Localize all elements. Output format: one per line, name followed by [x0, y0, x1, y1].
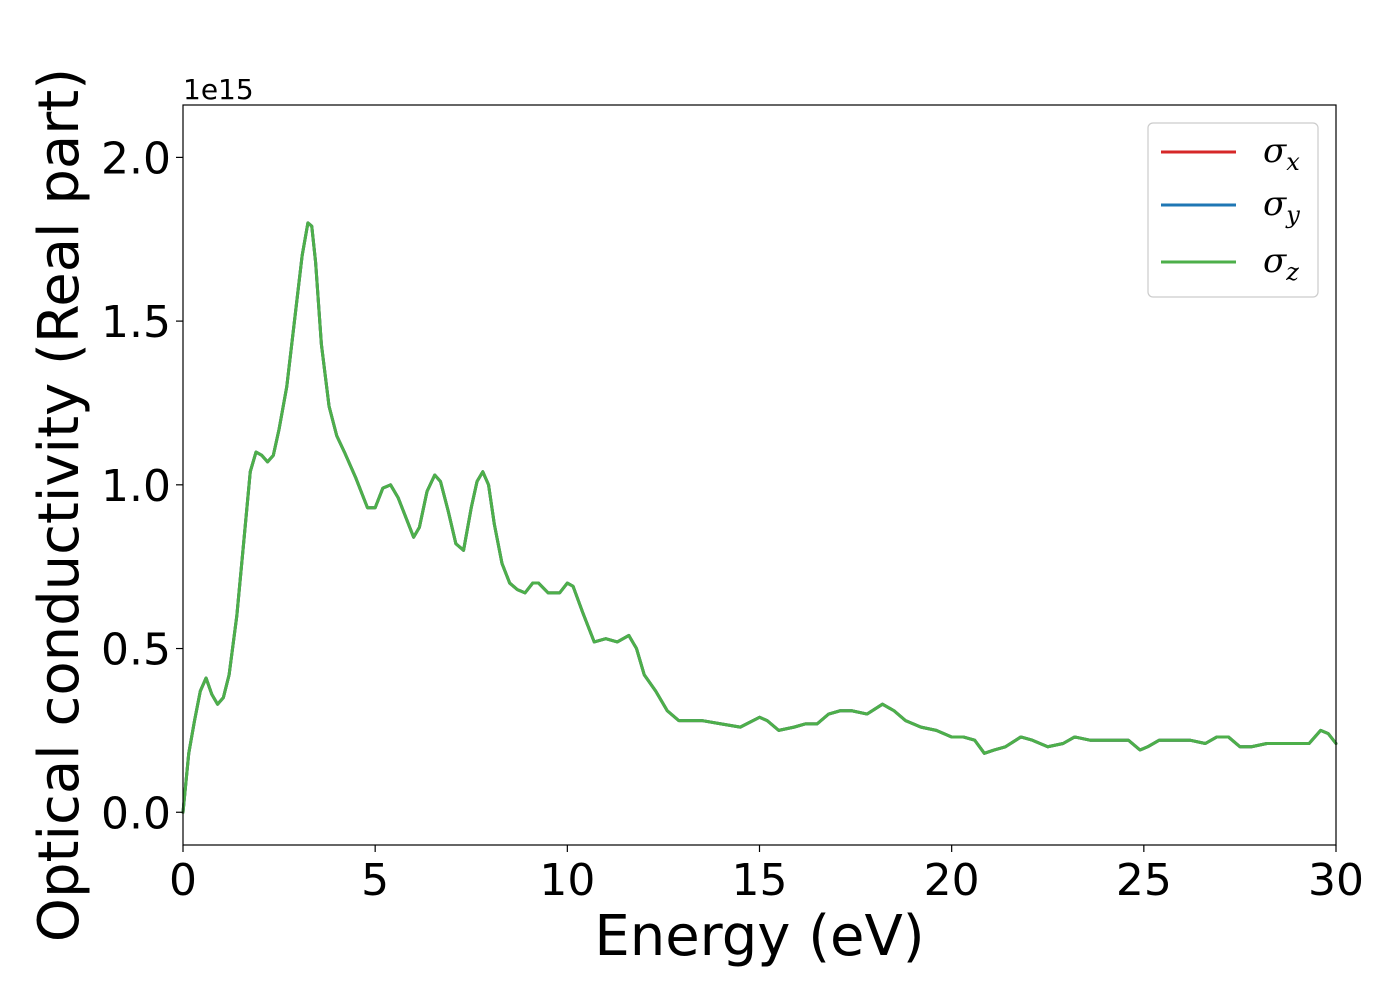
legend-label-sigma-x: σx [1263, 131, 1300, 176]
y-tick-label: 0.5 [101, 625, 171, 676]
y-axis-title: Optical conductivity (Real part) [27, 68, 92, 942]
x-tick-label: 0 [169, 855, 197, 906]
series-layer [181, 221, 1338, 814]
x-tick-label: 5 [361, 855, 389, 906]
legend-label-sigma-y: σy [1263, 184, 1300, 229]
x-tick-label: 25 [1116, 855, 1172, 906]
legend-box [1147, 122, 1319, 298]
y-tick-label: 1.5 [101, 297, 171, 348]
x-tick-label: 15 [732, 855, 788, 906]
y-tick-label: 1.0 [101, 461, 171, 512]
x-tick-label: 30 [1308, 855, 1364, 906]
legend: σx σy σz [1147, 122, 1319, 298]
y-offset-label: 1e15 [183, 73, 254, 106]
x-tick-label: 20 [924, 855, 980, 906]
y-tick-label: 2.0 [101, 133, 171, 184]
ticks-layer: 0 5 10 15 20 25 30 0.0 0.5 1.0 1.5 2.0 [101, 133, 1364, 906]
x-axis-title: Energy (eV) [594, 904, 924, 969]
y-tick-label: 0.0 [101, 788, 171, 839]
series-line-sigma-z [181, 221, 1338, 814]
series-line-sigma-x [181, 221, 1338, 814]
series-line-sigma-y [181, 221, 1338, 814]
legend-label-sigma-z: σz [1263, 241, 1299, 286]
x-tick-label: 10 [539, 855, 595, 906]
